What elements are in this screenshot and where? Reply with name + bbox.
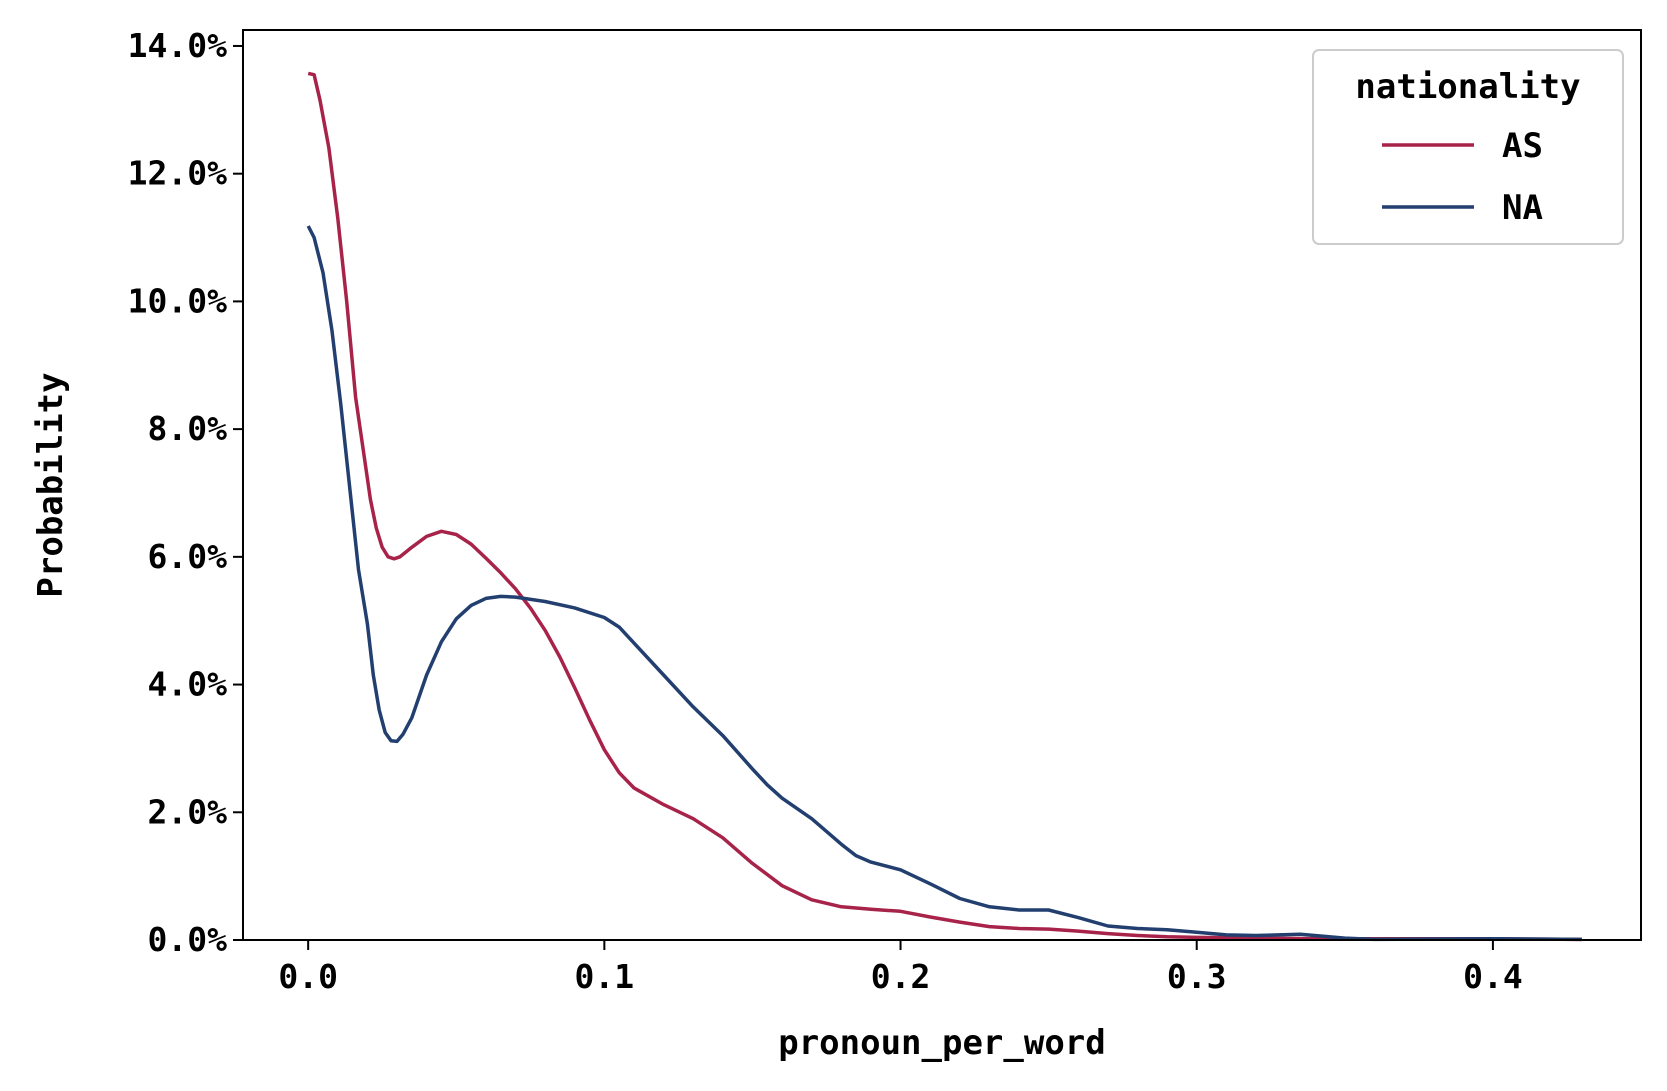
series-layer [306, 71, 1582, 942]
y-tick-label: 6.0% [148, 537, 228, 576]
legend-label-as: AS [1502, 126, 1543, 166]
y-axis-ticks: 0.0% 2.0% 4.0% 6.0% 8.0% 10.0% 12.0% 14.0% [128, 26, 243, 959]
series-line-as [307, 71, 1582, 942]
legend-title: nationality [1355, 67, 1580, 107]
y-tick-label: 0.0% [148, 920, 228, 959]
legend: nationality AS NA [1312, 49, 1624, 245]
y-tick-label: 2.0% [148, 792, 228, 831]
y-tick-label: 12.0% [128, 154, 227, 193]
y-tick-label: 14.0% [128, 26, 227, 65]
y-axis-label: Probability [31, 372, 71, 597]
y-tick-label: 8.0% [148, 409, 228, 448]
legend-box [1312, 49, 1624, 245]
y-tick-label: 4.0% [148, 665, 228, 704]
series-line-na [306, 225, 1582, 942]
axes-frame [242, 29, 1642, 941]
x-axis-ticks: 0.0 0.1 0.2 0.3 0.4 [278, 940, 1523, 996]
y-tick-label: 10.0% [128, 281, 227, 320]
legend-label-na: NA [1502, 188, 1543, 228]
x-tick-label: 0.1 [575, 957, 635, 996]
x-tick-label: 0.0 [278, 957, 338, 996]
x-axis-label: pronoun_per_word [778, 1023, 1106, 1063]
x-tick-label: 0.3 [1167, 957, 1227, 996]
x-tick-label: 0.4 [1463, 957, 1523, 996]
x-tick-label: 0.2 [871, 957, 931, 996]
